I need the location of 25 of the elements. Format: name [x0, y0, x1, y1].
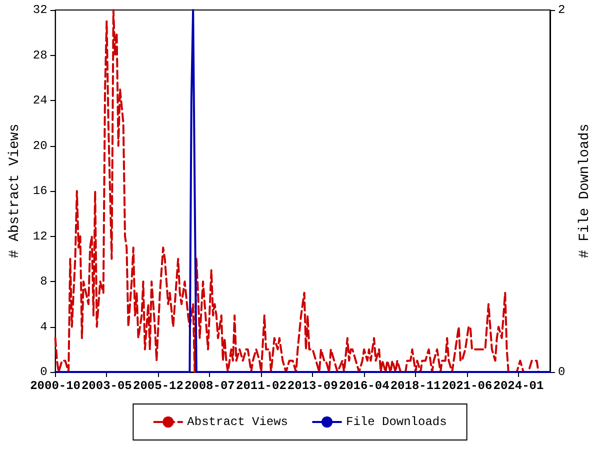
y-tick-label: 4: [40, 320, 48, 334]
y2-axis-title: # File Downloads: [577, 124, 593, 258]
x-tick-label: 2024-01: [493, 379, 544, 393]
x-tick-label: 2013-09: [287, 379, 338, 393]
x-tick-label: 2021-06: [442, 379, 492, 393]
y-tick-label: 16: [32, 184, 48, 198]
x-tick-label: 2008-07: [184, 379, 235, 393]
x-tick-label: 2018-11: [390, 379, 441, 393]
y-tick-label: 32: [32, 3, 48, 17]
x-tick-label: 2011-02: [236, 379, 286, 393]
x-tick-label: 2005-12: [133, 379, 184, 393]
y-tick-label: 28: [32, 48, 48, 62]
y-tick-label: 12: [32, 229, 48, 244]
y-tick-label: 0: [40, 365, 48, 379]
x-tick-label: 2000-10: [30, 379, 81, 393]
y-tick-label: 8: [40, 274, 48, 288]
legend-label: Abstract Views: [187, 415, 288, 429]
y2-tick-label: 2: [558, 3, 566, 17]
x-tick-label: 2016-04: [338, 379, 390, 393]
y2-tick-label: 0: [558, 365, 566, 379]
y-tick-label: 20: [32, 138, 48, 153]
legend-label: File Downloads: [346, 415, 447, 429]
x-tick-label: 2003-05: [81, 379, 132, 393]
y-axis-title: # Abstract Views: [7, 124, 23, 258]
y-tick-label: 24: [32, 94, 48, 108]
